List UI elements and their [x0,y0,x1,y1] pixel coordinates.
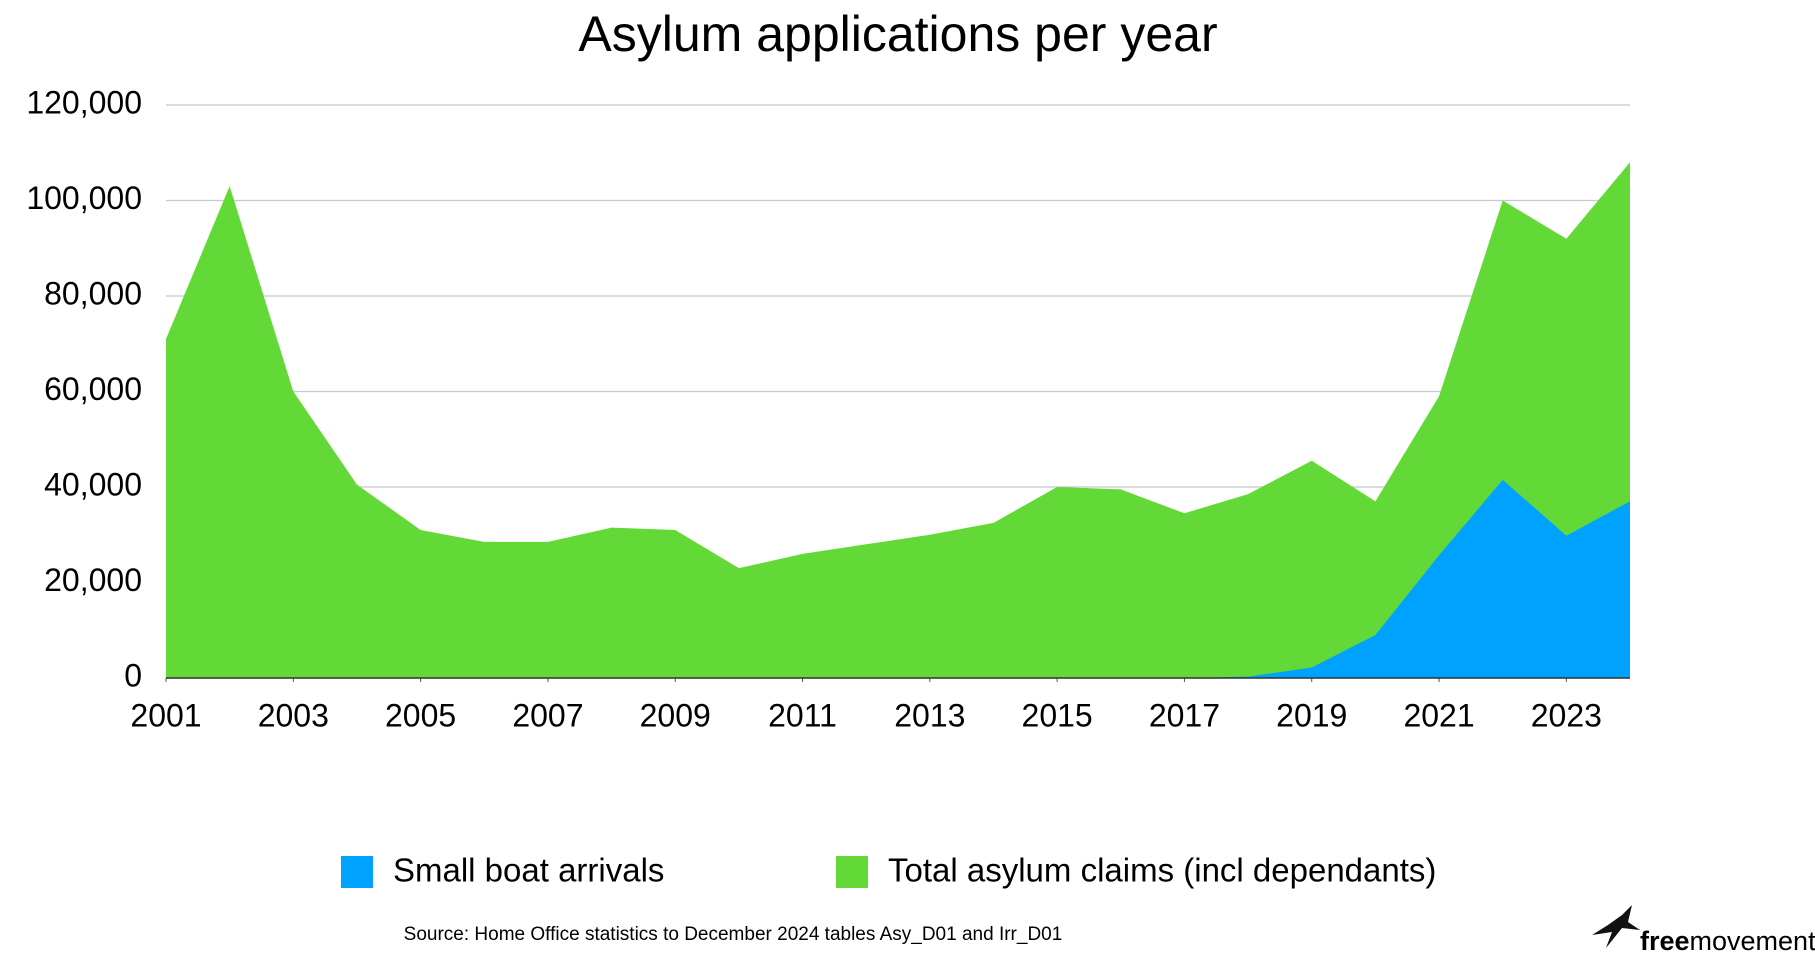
x-tick-label: 2023 [1531,697,1602,733]
source-note: Source: Home Office statistics to Decemb… [404,924,1063,945]
legend-swatch [836,856,868,888]
logo-regular: movement [1690,926,1815,956]
x-tick-label: 2007 [512,697,583,733]
area [166,162,1630,679]
legend-swatch [341,856,373,888]
logo: freemovement [1592,905,1815,956]
y-tick-label: 0 [124,657,142,693]
x-tick-label: 2003 [258,697,329,733]
area [166,479,1630,678]
legend-label: Small boat arrivals [393,852,664,889]
y-tick-label: 20,000 [44,562,142,598]
legend-label: Total asylum claims (incl dependants) [888,852,1436,889]
y-tick-label: 40,000 [44,466,142,502]
x-tick-label: 2001 [130,697,201,733]
logo-bold: free [1640,926,1690,956]
x-tick-label: 2009 [640,697,711,733]
x-tick-label: 2011 [768,697,837,733]
x-tick-label: 2017 [1149,697,1220,733]
x-tick-label: 2013 [894,697,965,733]
y-tick-label: 100,000 [26,180,142,216]
y-tick-label: 120,000 [26,84,142,120]
chart-title: Asylum applications per year [578,6,1217,62]
x-tick-label: 2021 [1403,697,1474,733]
x-tick-label: 2005 [385,697,456,733]
y-tick-label: 80,000 [44,275,142,311]
y-tick-label: 60,000 [44,371,142,407]
x-tick-label: 2019 [1276,697,1347,733]
x-tick-label: 2015 [1022,697,1093,733]
logo-bird [1592,905,1640,948]
logo-text: freemovement [1640,926,1815,956]
